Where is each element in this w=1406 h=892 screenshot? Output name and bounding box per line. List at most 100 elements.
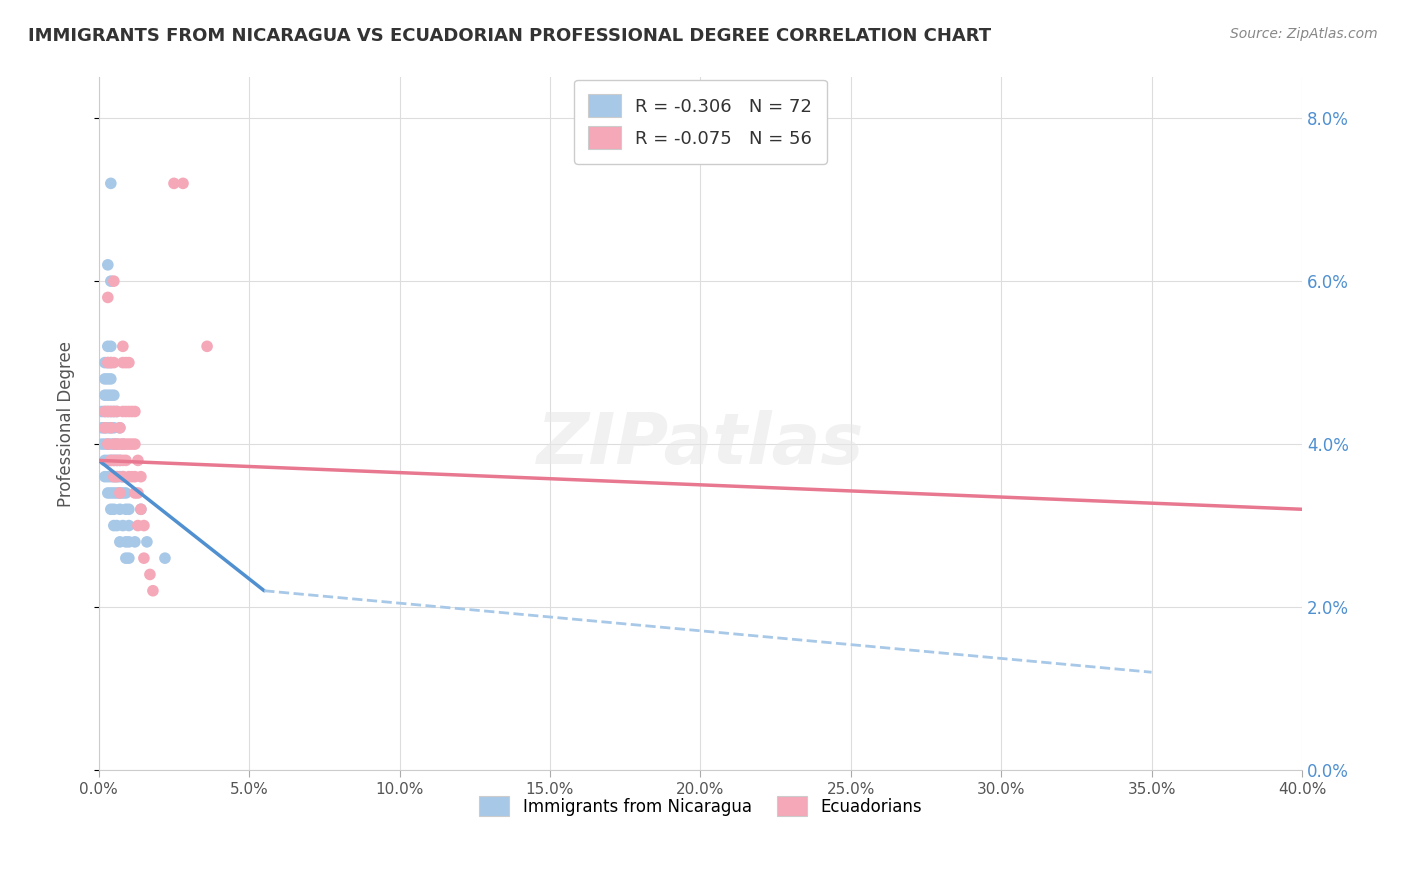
Point [100, 388, 122, 402]
Point [121, 437, 143, 451]
Point [103, 404, 125, 418]
Point [100, 404, 122, 418]
Point [118, 404, 141, 418]
Point [97, 356, 120, 370]
Point [97, 372, 120, 386]
Point [105, 486, 128, 500]
Point [100, 486, 122, 500]
Point [94, 437, 117, 451]
Point [111, 469, 134, 483]
Point [129, 502, 152, 516]
Point [153, 551, 176, 566]
Point [139, 567, 162, 582]
Point [103, 469, 125, 483]
Point [115, 437, 138, 451]
Point [100, 502, 122, 516]
Point [94, 453, 117, 467]
Point [97, 404, 120, 418]
Point [100, 421, 122, 435]
Text: IMMIGRANTS FROM NICARAGUA VS ECUADORIAN PROFESSIONAL DEGREE CORRELATION CHART: IMMIGRANTS FROM NICARAGUA VS ECUADORIAN … [28, 27, 991, 45]
Point [97, 290, 120, 304]
Point [103, 421, 125, 435]
Point [118, 437, 141, 451]
Point [108, 469, 131, 483]
Point [118, 551, 141, 566]
Point [105, 469, 128, 483]
Point [103, 437, 125, 451]
Point [124, 534, 146, 549]
Point [111, 486, 134, 500]
Point [111, 339, 134, 353]
Point [100, 421, 122, 435]
Legend: Immigrants from Nicaragua, Ecuadorians: Immigrants from Nicaragua, Ecuadorians [471, 788, 929, 824]
Point [94, 404, 117, 418]
Point [94, 388, 117, 402]
Point [163, 177, 186, 191]
Point [97, 258, 120, 272]
Point [115, 502, 138, 516]
Point [103, 453, 125, 467]
Point [111, 437, 134, 451]
Point [103, 518, 125, 533]
Point [97, 356, 120, 370]
Point [94, 404, 117, 418]
Point [103, 437, 125, 451]
Point [115, 404, 138, 418]
Point [103, 274, 125, 288]
Point [105, 453, 128, 467]
Point [118, 469, 141, 483]
Point [111, 469, 134, 483]
Point [100, 356, 122, 370]
Point [127, 518, 149, 533]
Point [124, 404, 146, 418]
Point [94, 421, 117, 435]
Point [103, 502, 125, 516]
Point [105, 453, 128, 467]
Point [94, 421, 117, 435]
Point [105, 437, 128, 451]
Point [90, 404, 112, 418]
Point [142, 583, 165, 598]
Point [124, 486, 146, 500]
Point [115, 356, 138, 370]
Point [103, 356, 125, 370]
Point [105, 469, 128, 483]
Point [124, 437, 146, 451]
Point [108, 486, 131, 500]
Point [108, 453, 131, 467]
Point [103, 404, 125, 418]
Point [108, 437, 131, 451]
Point [94, 356, 117, 370]
Point [100, 453, 122, 467]
Point [115, 534, 138, 549]
Point [100, 339, 122, 353]
Point [97, 437, 120, 451]
Point [103, 469, 125, 483]
Point [132, 518, 155, 533]
Point [94, 372, 117, 386]
Point [111, 518, 134, 533]
Point [124, 469, 146, 483]
Point [121, 404, 143, 418]
Y-axis label: Professional Degree: Professional Degree [58, 341, 75, 507]
Point [127, 486, 149, 500]
Point [97, 469, 120, 483]
Point [115, 486, 138, 500]
Point [121, 469, 143, 483]
Point [111, 404, 134, 418]
Point [108, 421, 131, 435]
Point [108, 502, 131, 516]
Point [105, 404, 128, 418]
Point [118, 534, 141, 549]
Point [105, 518, 128, 533]
Point [129, 502, 152, 516]
Point [100, 453, 122, 467]
Point [105, 404, 128, 418]
Point [90, 437, 112, 451]
Point [118, 518, 141, 533]
Point [115, 453, 138, 467]
Point [100, 469, 122, 483]
Point [103, 453, 125, 467]
Point [97, 437, 120, 451]
Point [100, 356, 122, 370]
